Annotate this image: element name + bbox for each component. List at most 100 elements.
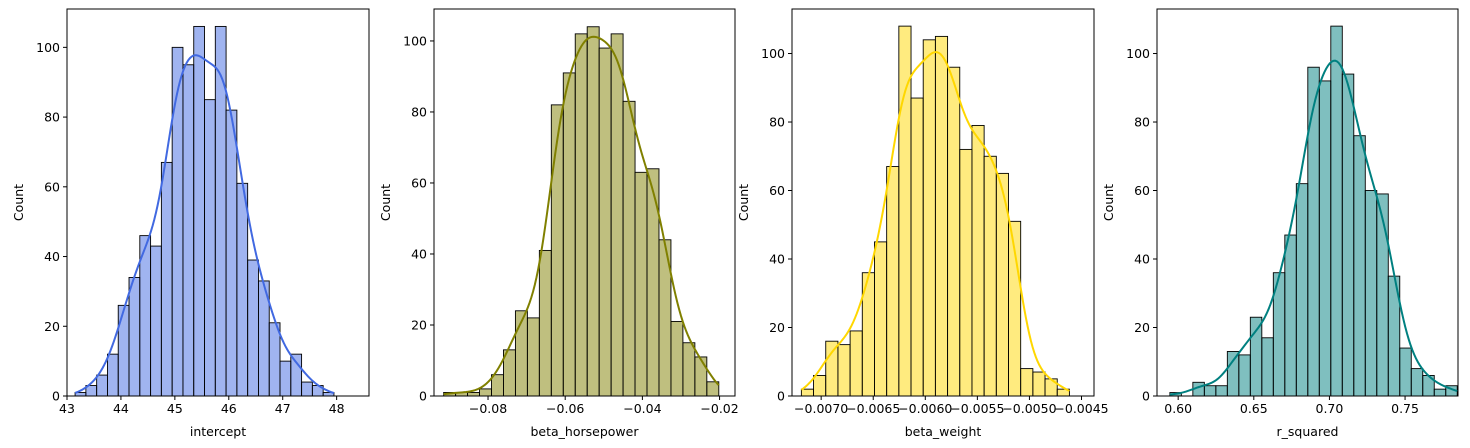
histogram-bar: [922, 39, 936, 397]
y-tick-label: 40: [769, 252, 785, 267]
axes-frame: [1156, 8, 1459, 397]
x-tick-label: 43: [59, 401, 75, 416]
histogram-bar: [947, 66, 961, 397]
y-tick-label: 20: [1134, 320, 1150, 335]
histogram-bar: [934, 35, 949, 397]
histogram-bar: [813, 375, 827, 397]
histogram-bar: [610, 33, 624, 397]
histogram-bar: [491, 374, 504, 397]
x-tick-label: −0.0050: [1002, 401, 1056, 416]
y-tick-label: 40: [1134, 252, 1150, 267]
histogram-bar: [1261, 337, 1274, 397]
histogram-bar: [290, 353, 303, 397]
x-tick-label: 46: [221, 401, 237, 416]
panel-beta_weight: −0.0070−0.0065−0.0060−0.0055−0.0050−0.00…: [736, 8, 1109, 439]
histogram-bar: [1376, 193, 1389, 397]
histogram-bar: [550, 104, 564, 397]
y-tick-label: 80: [1134, 115, 1150, 130]
histogram-bar: [682, 342, 696, 397]
x-tick-label: 47: [275, 401, 291, 416]
histogram-bar: [959, 148, 973, 397]
y-axis-label: Count: [378, 184, 393, 221]
histogram-bar: [622, 100, 636, 397]
kde-line: [443, 35, 720, 396]
histogram-bar: [1307, 66, 1320, 397]
y-axis-label: Count: [1101, 184, 1116, 221]
histogram-bar: [117, 304, 130, 397]
histogram-bar: [983, 155, 997, 397]
histogram-bar: [1020, 368, 1034, 397]
histogram-bar: [1226, 351, 1240, 397]
histogram-bar: [670, 320, 684, 397]
histogram-bar: [236, 182, 249, 397]
y-tick-label: 0: [419, 389, 427, 404]
x-tick-label: 0.70: [1316, 401, 1344, 416]
histogram-bar: [646, 168, 660, 397]
y-tick-label: 20: [44, 319, 60, 334]
axes-frame: [433, 8, 736, 397]
y-tick-label: 20: [411, 317, 427, 332]
y-tick-label: 80: [44, 110, 60, 125]
x-axis-label: beta_horsepower: [531, 424, 640, 439]
histogram-bar: [467, 391, 480, 397]
histogram-bar: [225, 109, 238, 397]
x-tick-label: 48: [329, 401, 345, 416]
histogram-bar: [1318, 80, 1332, 397]
y-tick-label: 60: [44, 179, 60, 194]
histogram-bar: [825, 340, 839, 397]
histogram-bar: [96, 374, 108, 397]
histogram-bar: [800, 388, 815, 397]
histogram-bar: [150, 245, 162, 397]
histogram-bar: [1295, 183, 1309, 397]
histogram-bar: [1399, 347, 1412, 397]
x-axis-label: beta_weight: [905, 424, 982, 439]
bars-r_squared: [1169, 25, 1458, 397]
histogram-bar: [538, 249, 552, 397]
y-tick-label: 100: [403, 33, 427, 48]
x-tick-label: −0.0045: [1054, 401, 1108, 416]
y-tick-label: 0: [52, 389, 60, 404]
histogram-bar: [1364, 190, 1378, 397]
kde-line: [800, 51, 1070, 392]
histogram-bar: [182, 64, 195, 397]
histogram-bar: [247, 259, 259, 397]
histogram-bar: [193, 25, 205, 397]
histogram-bar: [1353, 135, 1366, 397]
histogram-bar: [849, 330, 863, 397]
y-axis-label: Count: [11, 184, 26, 221]
histogram-bar: [971, 124, 985, 397]
histogram-bar: [886, 166, 900, 397]
y-tick-label: 100: [1126, 46, 1150, 61]
x-axis-label: intercept: [190, 424, 246, 439]
histogram-bar: [1284, 234, 1297, 397]
histogram-bar: [1203, 385, 1217, 397]
histogram-bar: [301, 381, 313, 397]
histogram-bar: [1410, 368, 1424, 397]
histogram-bar: [694, 356, 708, 397]
axes-frame: [791, 8, 1095, 397]
y-tick-label: 60: [411, 175, 427, 190]
panel-r_squared: 0.60 0.65 0.70 0.75 0 20 40 60 80 100 r_squared Cou…: [1101, 8, 1459, 439]
histogram-bar: [479, 388, 492, 397]
histogram-bar: [1238, 354, 1251, 397]
y-tick-label: 40: [44, 249, 60, 264]
axes-frame: [66, 8, 370, 397]
y-tick-label: 80: [411, 104, 427, 119]
x-tick-label: −0.0060: [898, 401, 952, 416]
x-tick-label: 44: [113, 401, 129, 416]
histogram-bar: [526, 317, 540, 397]
x-tick-label: 0.60: [1164, 401, 1192, 416]
x-tick-label: −0.0055: [950, 401, 1004, 416]
histogram-bar: [1032, 371, 1046, 397]
x-axis-label: r_squared: [1277, 424, 1339, 439]
x-tick-label: −0.02: [700, 401, 738, 416]
x-tick-label: 0.65: [1240, 401, 1268, 416]
histogram-bar: [874, 241, 888, 397]
histogram-bar: [106, 353, 119, 397]
histogram-bar: [586, 26, 600, 397]
panel-beta_horsepower: −0.08 −0.06 −0.04 −0.02 0 20 40 60 80 100 beta_hor…: [378, 8, 739, 439]
kde-line: [74, 54, 335, 394]
histogram-bar: [562, 72, 576, 397]
histogram-bar: [128, 277, 141, 397]
